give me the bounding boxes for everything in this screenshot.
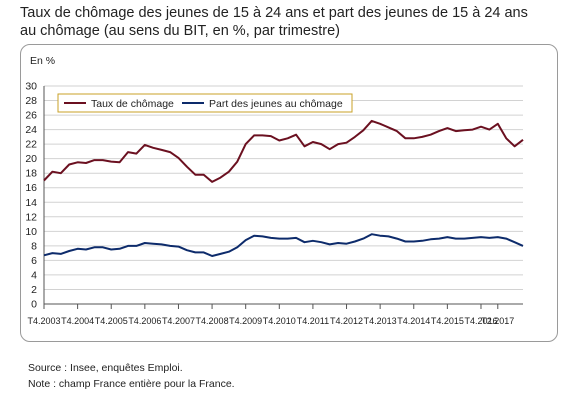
y-tick-label-26: 26 (25, 110, 37, 122)
chart-title-line-2: au chômage (au sens du BIT, en %, par tr… (20, 23, 340, 39)
y-tick-label-30: 30 (25, 81, 37, 93)
x-tick-label-3: T4.2006 (128, 316, 161, 326)
x-tick-label-10: T4.2013 (364, 316, 397, 326)
y-tick-label-2: 2 (31, 284, 37, 296)
legend-box (57, 93, 353, 113)
x-tick-label-11: T4.2014 (397, 316, 430, 326)
source-note: Source : Insee, enquêtes Emploi. (28, 362, 183, 374)
chart-notes: Source : Insee, enquêtes Emploi. Note : … (28, 360, 235, 392)
y-tick-label-12: 12 (25, 211, 37, 223)
y-tick-label-8: 8 (31, 240, 37, 252)
legend-label-1: Taux de chômage (91, 98, 174, 110)
x-tick-label-9: T4.2012 (330, 316, 363, 326)
x-tick-label-7: T4.2010 (263, 316, 296, 326)
legend-label-2: Part des jeunes au chômage (209, 98, 343, 110)
x-tick-label-2: T4.2005 (95, 316, 128, 326)
y-tick-label-18: 18 (25, 168, 37, 180)
x-tick-label-1: T4.2004 (61, 316, 94, 326)
x-tick-label-6: T4.2009 (229, 316, 262, 326)
series-line-2 (43, 233, 524, 257)
y-tick-label-20: 20 (25, 153, 37, 165)
y-tick-label-6: 6 (31, 255, 37, 267)
y-tick-label-16: 16 (25, 182, 37, 194)
y-tick-label-22: 22 (25, 139, 37, 151)
y-tick-label-10: 10 (25, 226, 37, 238)
x-tick-label-12: T4.2015 (431, 316, 464, 326)
x-tick-label-13: T4.2016 (464, 316, 497, 326)
x-tick-label-4: T4.2007 (162, 316, 195, 326)
y-tick-label-28: 28 (25, 95, 37, 107)
x-tick-label-0: T4.2003 (27, 316, 60, 326)
y-tick-label-4: 4 (31, 269, 37, 281)
x-tick-label-5: T4.2008 (196, 316, 229, 326)
y-axis-unit-label: En % (30, 55, 56, 67)
x-tick-label-14: T2.2017 (481, 316, 514, 326)
scope-note: Note : champ France entière pour la Fran… (28, 378, 235, 390)
x-tick-label-8: T4.2011 (297, 316, 329, 326)
y-tick-label-24: 24 (25, 124, 37, 136)
y-tick-label-14: 14 (25, 197, 37, 209)
y-tick-label-0: 0 (31, 299, 37, 311)
chart-title: Taux de chômage des jeunes de 15 à 24 an… (20, 4, 560, 40)
chart-title-line-1: Taux de chômage des jeunes de 15 à 24 an… (20, 5, 528, 21)
series-line-1 (43, 119, 524, 183)
